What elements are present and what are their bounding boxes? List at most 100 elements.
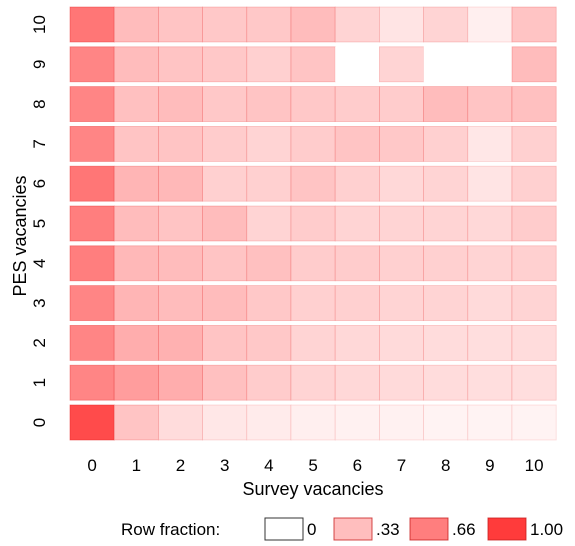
heatmap-cell-y9-x8 <box>423 46 468 82</box>
heatmap-cell-y3-x0 <box>69 285 115 322</box>
heatmap-cell-y8-x1 <box>113 86 159 122</box>
heatmap-cell-y6-x7 <box>378 165 424 202</box>
heatmap-cell-y4-x1 <box>113 245 159 282</box>
heatmap-cell-y6-x9 <box>467 165 513 202</box>
heatmap-cell-y4-x9 <box>467 245 513 282</box>
legend-swatch <box>333 517 373 541</box>
x-tick-label: 6 <box>353 456 362 475</box>
heatmap-cell-y6-x1 <box>113 165 159 202</box>
heatmap-cell-y3-x5 <box>290 285 336 322</box>
heatmap-cell-y6-x8 <box>423 165 469 202</box>
heatmap-cell-y7-x2 <box>157 126 203 162</box>
heatmap-cell-y10-x4 <box>246 6 292 43</box>
heatmap-cell-y5-x2 <box>157 205 203 242</box>
y-tick-label: 10 <box>30 15 49 34</box>
heatmap-cell-y7-x6 <box>334 126 380 162</box>
heatmap-cells <box>69 6 557 441</box>
heatmap-cell-y4-x10 <box>511 245 557 282</box>
x-tick-label: 5 <box>308 456 317 475</box>
heatmap-cell-y9-x2 <box>157 46 203 83</box>
heatmap-cell-y0-x4 <box>246 404 292 441</box>
heatmap-cell-y5-x8 <box>423 205 469 242</box>
heatmap-cell-y3-x4 <box>246 285 292 322</box>
heatmap-cell-y8-x3 <box>202 86 248 122</box>
heatmap-cell-y5-x7 <box>378 205 424 242</box>
heatmap-cell-y1-x6 <box>334 364 380 401</box>
legend: Row fraction: 0 .33 .66 1.00 <box>121 517 563 541</box>
legend-swatch <box>409 517 449 541</box>
heatmap-cell-y0-x0 <box>69 404 115 441</box>
heatmap-cell-y7-x5 <box>290 126 336 162</box>
heatmap-cell-y1-x4 <box>246 364 292 401</box>
heatmap-cell-y2-x2 <box>157 324 203 361</box>
heatmap-cell-y8-x9 <box>467 86 513 122</box>
heatmap-cell-y6-x5 <box>290 165 336 202</box>
y-tick-label: 4 <box>30 259 49 268</box>
y-tick-label: 8 <box>30 99 49 108</box>
heatmap-cell-y7-x3 <box>202 126 248 162</box>
x-tick-label: 9 <box>485 456 494 475</box>
heatmap-cell-y6-x6 <box>334 165 380 202</box>
heatmap-cell-y8-x10 <box>511 86 557 122</box>
x-axis-label: Survey vacancies <box>242 479 383 499</box>
heatmap-cell-y1-x7 <box>378 364 424 401</box>
heatmap-cell-y10-x6 <box>334 6 380 43</box>
legend-label: .33 <box>376 520 400 539</box>
legend-label: 1.00 <box>530 520 563 539</box>
heatmap-cell-y3-x9 <box>467 285 513 322</box>
heatmap-cell-y2-x0 <box>69 324 115 361</box>
heatmap-cell-y9-x6 <box>335 46 380 82</box>
heatmap-cell-y9-x5 <box>290 46 336 83</box>
x-tick-label: 0 <box>87 456 96 475</box>
heatmap-cell-y5-x5 <box>290 205 336 242</box>
heatmap-cell-y5-x3 <box>202 205 248 242</box>
heatmap-cell-y0-x7 <box>378 404 424 441</box>
heatmap-cell-y7-x4 <box>246 126 292 162</box>
heatmap-cell-y4-x4 <box>246 245 292 282</box>
heatmap-cell-y0-x8 <box>423 404 469 441</box>
heatmap-cell-y8-x5 <box>290 86 336 122</box>
heatmap-cell-y8-x0 <box>69 86 115 122</box>
heatmap-cell-y3-x3 <box>202 285 248 322</box>
heatmap-cell-y2-x4 <box>246 324 292 361</box>
heatmap-cell-y7-x10 <box>511 126 557 162</box>
heatmap-cell-y2-x1 <box>113 324 159 361</box>
heatmap-cell-y6-x0 <box>69 165 115 202</box>
y-tick-label: 3 <box>30 298 49 307</box>
heatmap-cell-y5-x4 <box>246 205 292 242</box>
heatmap-cell-y9-x0 <box>69 46 115 83</box>
heatmap-cell-y10-x8 <box>423 6 469 43</box>
heatmap-cell-y7-x0 <box>69 126 115 162</box>
heatmap-cell-y3-x2 <box>157 285 203 322</box>
y-tick-label: 1 <box>30 378 49 387</box>
heatmap-cell-y7-x9 <box>467 126 513 162</box>
heatmap-cell-y3-x10 <box>511 285 557 322</box>
heatmap-cell-y6-x3 <box>202 165 248 202</box>
heatmap-cell-y5-x0 <box>69 205 115 242</box>
heatmap-cell-y10-x10 <box>511 6 557 43</box>
heatmap-cell-y5-x6 <box>334 205 380 242</box>
y-tick-label: 6 <box>30 179 49 188</box>
heatmap-cell-y8-x2 <box>157 86 203 122</box>
heatmap-cell-y2-x8 <box>423 324 469 361</box>
heatmap-cell-y7-x7 <box>378 126 424 162</box>
heatmap-cell-y6-x10 <box>511 165 557 202</box>
heatmap-cell-y1-x10 <box>511 364 557 401</box>
y-tick-label: 2 <box>30 338 49 347</box>
heatmap-cell-y0-x6 <box>334 404 380 441</box>
heatmap-cell-y10-x9 <box>467 6 513 43</box>
heatmap-cell-y3-x8 <box>423 285 469 322</box>
x-tick-label: 8 <box>441 456 450 475</box>
heatmap-cell-y0-x5 <box>290 404 336 441</box>
heatmap-cell-y3-x1 <box>113 285 159 322</box>
heatmap-cell-y9-x4 <box>246 46 292 83</box>
heatmap-cell-y1-x9 <box>467 364 513 401</box>
y-tick-label: 0 <box>30 418 49 427</box>
heatmap-cell-y10-x1 <box>113 6 159 43</box>
heatmap-cell-y10-x7 <box>378 6 424 43</box>
y-tick-label: 5 <box>30 219 49 228</box>
y-tick-label: 7 <box>30 139 49 148</box>
heatmap-cell-y5-x10 <box>511 205 557 242</box>
heatmap-cell-y4-x7 <box>378 245 424 282</box>
